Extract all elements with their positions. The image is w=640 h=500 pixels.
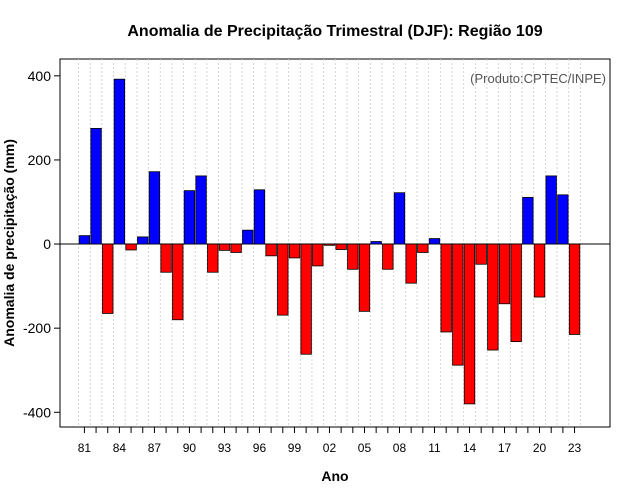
y-tick-label-0: 0 [43, 236, 51, 252]
bar-14 [463, 243, 476, 405]
x-tick-label-02: 02 [323, 441, 337, 455]
bar-06 [370, 241, 382, 245]
bar-12 [440, 243, 452, 333]
y-axis: -400 -200 0 200 400 [23, 68, 60, 420]
chart-title: Anomalia de Precipitação Trimestral (DJF… [127, 23, 542, 40]
x-tick-label-93: 93 [218, 441, 232, 455]
y-tick-label-200: 200 [28, 152, 52, 168]
bar-18 [510, 243, 522, 343]
bar-96 [253, 189, 266, 245]
x-axis: 81 84 87 90 93 96 99 02 05 08 11 14 17 20 23 [78, 427, 582, 455]
bar-13 [452, 243, 464, 366]
bar-85 [125, 243, 137, 251]
x-tick-label-20: 20 [533, 441, 547, 455]
bar-91 [195, 175, 207, 245]
bar-89 [172, 243, 184, 321]
bar-17 [498, 243, 511, 305]
bar-01 [312, 243, 324, 267]
y-tick-label--200: -200 [23, 320, 51, 336]
x-tick-label-96: 96 [253, 441, 267, 455]
bar-10 [417, 243, 429, 253]
bar-08 [393, 192, 406, 245]
x-tick-label-11: 11 [428, 441, 441, 455]
bar-23 [568, 243, 581, 335]
bars [78, 78, 581, 405]
bar-90 [183, 190, 196, 245]
x-tick-label-90: 90 [183, 441, 197, 455]
y-tick-label--400: -400 [23, 404, 51, 420]
product-credit: (Produto:CPTEC/INPE) [470, 71, 606, 86]
bar-97 [265, 243, 277, 257]
bar-94 [230, 243, 242, 253]
bar-04 [347, 243, 359, 270]
bar-19 [522, 196, 534, 245]
bar-02 [323, 243, 336, 246]
bar-81 [78, 235, 91, 245]
bar-82 [90, 127, 102, 245]
x-tick-label-05: 05 [358, 441, 372, 455]
x-tick-label-99: 99 [288, 441, 302, 455]
bar-93 [218, 243, 231, 251]
bar-11 [428, 238, 441, 245]
y-tick-label-400: 400 [28, 68, 52, 84]
x-tick-label-14: 14 [463, 441, 477, 455]
grid-lines [78, 59, 581, 427]
bar-16 [487, 243, 499, 351]
bar-21 [545, 175, 557, 245]
x-tick-label-81: 81 [78, 441, 92, 455]
x-tick-label-87: 87 [148, 441, 162, 455]
bar-05 [358, 243, 371, 312]
bar-22 [557, 194, 569, 245]
bar-15 [475, 243, 487, 265]
bar-09 [405, 243, 417, 284]
bar-88 [160, 243, 172, 273]
x-axis-title: Ano [321, 468, 348, 484]
x-tick-label-84: 84 [113, 441, 127, 455]
bar-83 [102, 243, 114, 314]
x-tick-label-23: 23 [568, 441, 582, 455]
x-tick-label-17: 17 [498, 441, 512, 455]
bar-98 [277, 243, 289, 316]
bar-92 [207, 243, 219, 273]
bar-86 [137, 236, 149, 245]
bar-95 [242, 229, 254, 245]
bar-87 [148, 171, 161, 245]
bar-03 [335, 243, 347, 250]
x-tick-label-08: 08 [393, 441, 407, 455]
bar-84 [113, 78, 126, 245]
bar-20 [533, 243, 546, 298]
bar-00 [300, 243, 312, 355]
y-axis-title: Anomalia de precipitação (mm) [1, 139, 17, 347]
bar-99 [288, 243, 301, 259]
bar-07 [382, 243, 394, 270]
